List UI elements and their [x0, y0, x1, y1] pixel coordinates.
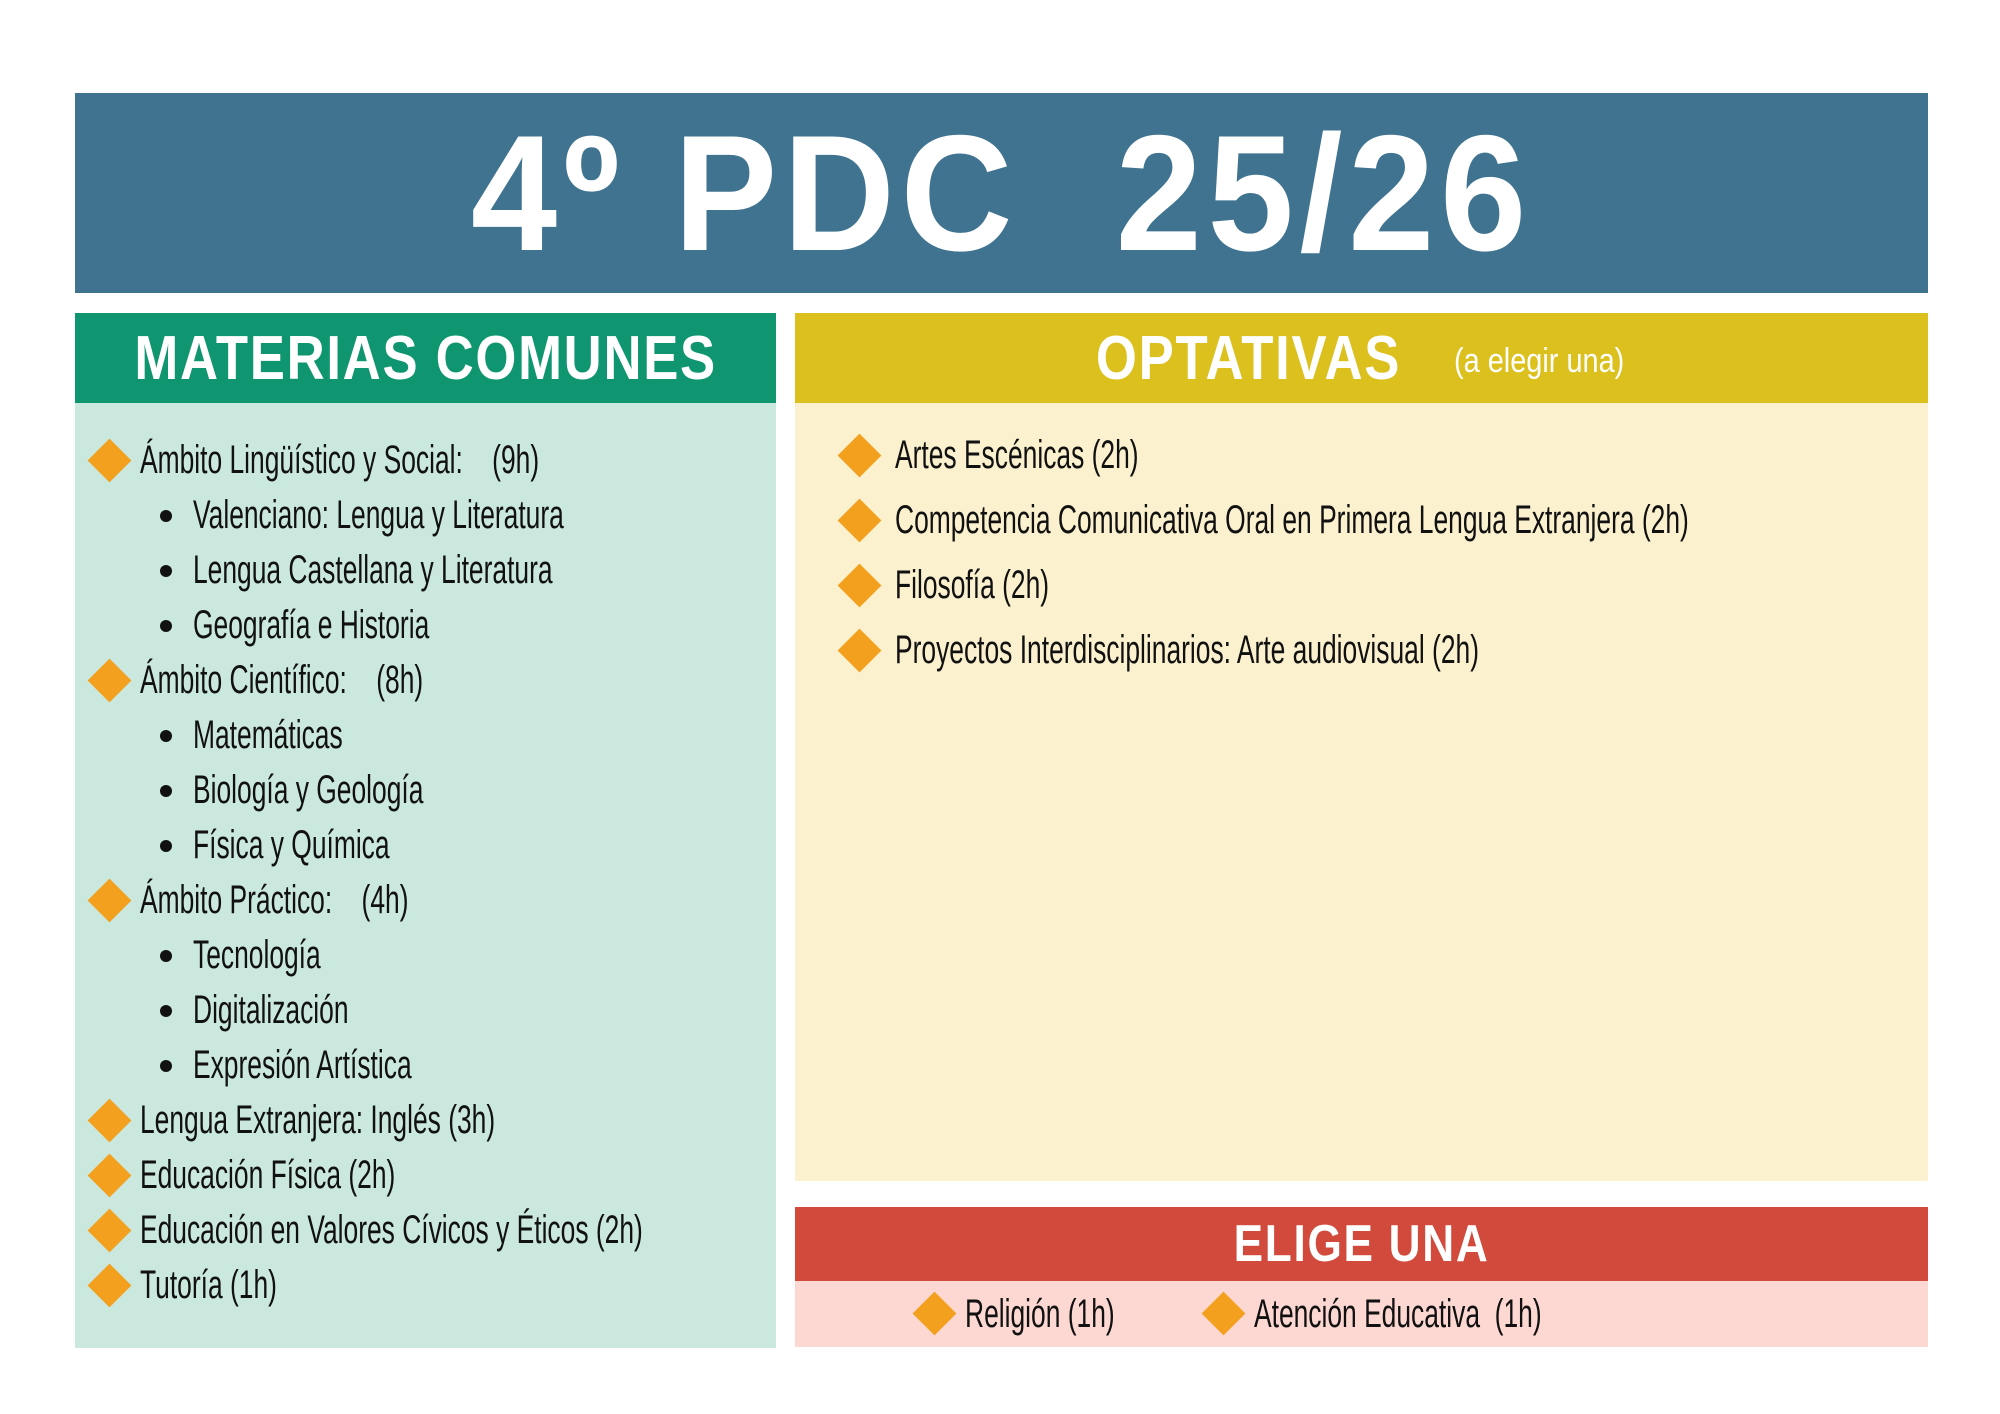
diamond-bullet-icon	[838, 629, 882, 673]
bullet-icon	[156, 1001, 176, 1021]
common-subjects-list: Ámbito Lingüístico y Social: (9h) Valenc…	[75, 403, 776, 1348]
choose-one-header: ELIGE UNA	[795, 1207, 1928, 1281]
subject-item: Geografía e Historia	[75, 598, 776, 653]
subject-item: Educación Física (2h)	[75, 1148, 776, 1203]
bullet-icon	[156, 1056, 176, 1076]
subject-item: Matemáticas	[75, 708, 776, 763]
electives-list: Artes Escénicas (2h) Competencia Comunic…	[795, 403, 1928, 1181]
electives-header-label: OPTATIVAS	[1095, 323, 1401, 393]
subject-label: Biología y Geología	[193, 768, 424, 812]
choose-one-item: Atención Educativa (1h)	[1202, 1281, 1690, 1347]
bullet-icon	[88, 659, 132, 703]
subject-label: Tutoría (1h)	[140, 1263, 277, 1307]
subject-label: Ámbito Científico: (8h)	[140, 658, 424, 702]
diamond-bullet-icon	[913, 1292, 957, 1336]
subject-label: Lengua Castellana y Literatura	[193, 548, 553, 592]
bullet-icon	[88, 1154, 132, 1198]
bullet-icon	[156, 561, 176, 581]
elective-label: Competencia Comunicativa Oral en Primera…	[895, 498, 1689, 542]
subject-item: Ámbito Práctico: (4h)	[75, 873, 776, 928]
subject-label: Digitalización	[193, 988, 349, 1032]
elective-item: Competencia Comunicativa Oral en Primera…	[795, 488, 1928, 553]
elective-item: Artes Escénicas (2h)	[795, 423, 1928, 488]
subject-label: Tecnología	[193, 933, 321, 977]
subject-label: Ámbito Lingüístico y Social: (9h)	[140, 438, 540, 482]
subject-item: Expresión Artística	[75, 1038, 776, 1093]
common-subjects-header: MATERIAS COMUNES	[75, 313, 776, 403]
subject-label: Educación en Valores Cívicos y Éticos (2…	[140, 1208, 643, 1252]
elective-item: Filosofía (2h)	[795, 553, 1928, 618]
choose-one-item: Religión (1h)	[913, 1281, 1192, 1347]
subject-label: Valenciano: Lengua y Literatura	[193, 493, 564, 537]
subject-label: Educación Física (2h)	[140, 1153, 396, 1197]
subject-item: Educación en Valores Cívicos y Éticos (2…	[75, 1203, 776, 1258]
subject-item: Ámbito Científico: (8h)	[75, 653, 776, 708]
bullet-icon	[88, 1099, 132, 1143]
diamond-bullet-icon	[1202, 1292, 1246, 1336]
electives-header: OPTATIVAS (a elegir una)	[795, 313, 1928, 403]
bullet-icon	[156, 781, 176, 801]
subject-item: Valenciano: Lengua y Literatura	[75, 488, 776, 543]
subject-item: Digitalización	[75, 983, 776, 1038]
subject-item: Ámbito Lingüístico y Social: (9h)	[75, 433, 776, 488]
choose-one-options: Religión (1h) Atención Educativa (1h)	[795, 1281, 1928, 1347]
elective-item: Proyectos Interdisciplinarios: Arte audi…	[795, 618, 1928, 683]
subject-label: Matemáticas	[193, 713, 343, 757]
bullet-icon	[88, 439, 132, 483]
subject-label: Geografía e Historia	[193, 603, 430, 647]
diamond-bullet-icon	[838, 434, 882, 478]
subject-label: Física y Química	[193, 823, 390, 867]
diamond-bullet-icon	[838, 499, 882, 543]
page-title: 4º PDC 25/26	[470, 100, 1533, 285]
subject-item: Tecnología	[75, 928, 776, 983]
choose-one-label: Religión (1h)	[965, 1291, 1115, 1336]
bullet-icon	[156, 506, 176, 526]
subject-item: Tutoría (1h)	[75, 1258, 776, 1313]
electives-header-note: (a elegir una)	[1453, 341, 1625, 380]
bullet-icon	[88, 1209, 132, 1253]
title-banner: 4º PDC 25/26	[75, 93, 1928, 293]
bullet-icon	[156, 616, 176, 636]
bullet-icon	[156, 836, 176, 856]
subject-item: Lengua Castellana y Literatura	[75, 543, 776, 598]
subject-label: Lengua Extranjera: Inglés (3h)	[140, 1098, 496, 1142]
bullet-icon	[88, 879, 132, 923]
choose-one-header-label: ELIGE UNA	[1233, 1215, 1490, 1273]
elective-label: Proyectos Interdisciplinarios: Arte audi…	[895, 628, 1480, 672]
bullet-icon	[88, 1264, 132, 1308]
subject-label: Expresión Artística	[193, 1043, 412, 1087]
subject-item: Física y Química	[75, 818, 776, 873]
subject-label: Ámbito Práctico: (4h)	[140, 878, 409, 922]
common-subjects-header-label: MATERIAS COMUNES	[134, 323, 717, 393]
elective-label: Artes Escénicas (2h)	[895, 433, 1139, 477]
diamond-bullet-icon	[838, 564, 882, 608]
bullet-icon	[156, 946, 176, 966]
subject-item: Lengua Extranjera: Inglés (3h)	[75, 1093, 776, 1148]
bullet-icon	[156, 726, 176, 746]
choose-one-label: Atención Educativa (1h)	[1253, 1291, 1542, 1336]
elective-label: Filosofía (2h)	[895, 563, 1050, 607]
subject-item: Biología y Geología	[75, 763, 776, 818]
